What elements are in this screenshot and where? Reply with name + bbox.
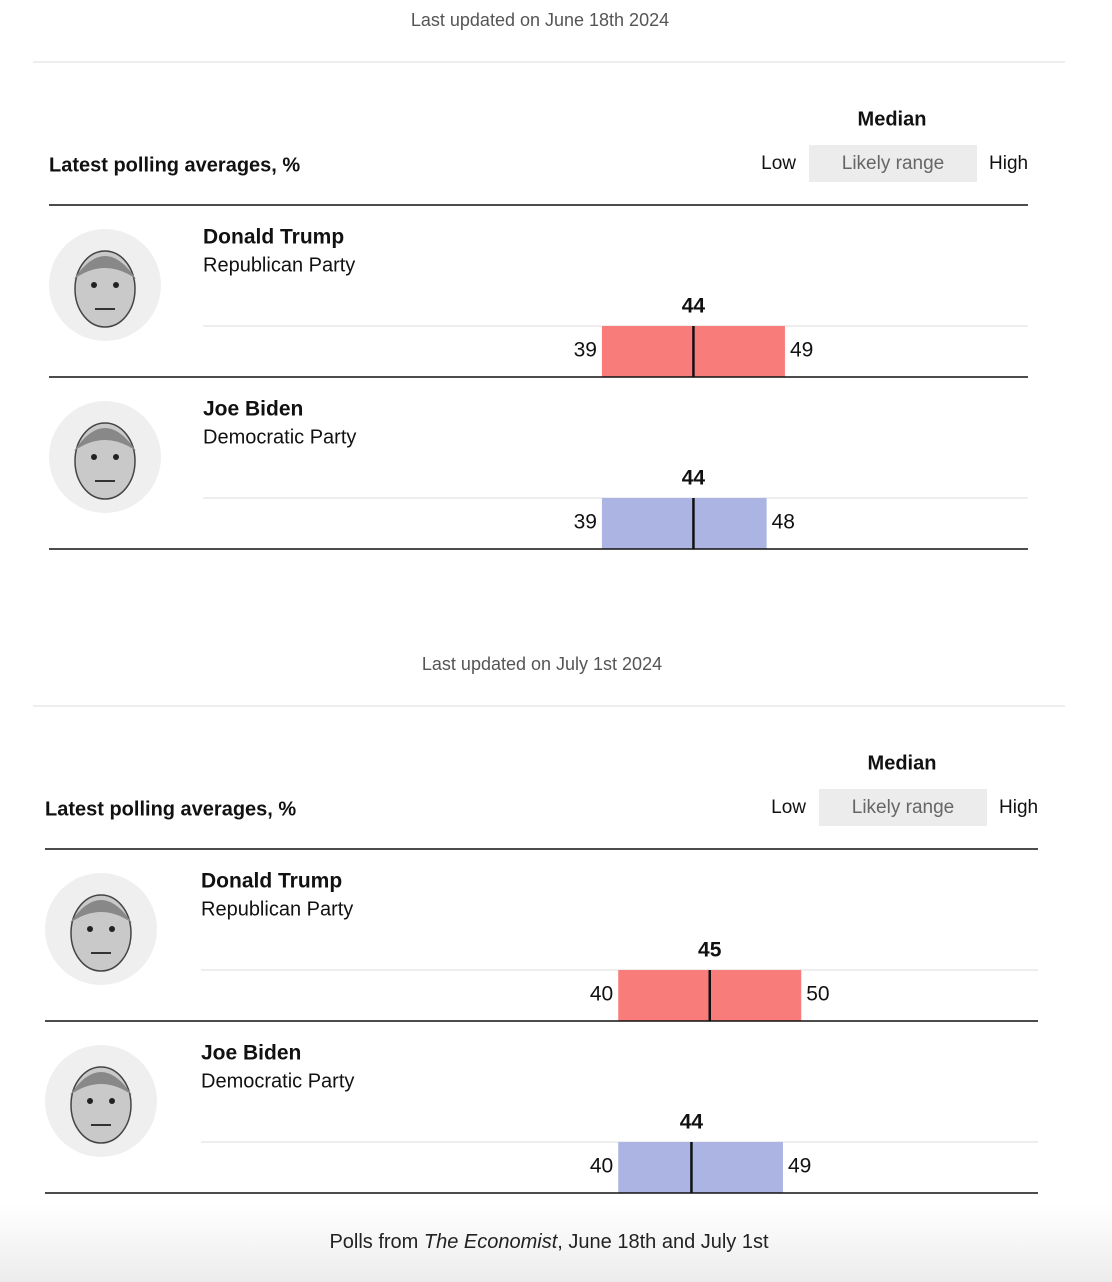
caption-lead: Polls from — [329, 1231, 423, 1253]
candidate-name: Joe Biden — [203, 398, 303, 421]
party-name: Democratic Party — [203, 426, 356, 448]
portrait-hair — [74, 428, 136, 451]
low-label: 39 — [574, 511, 597, 534]
portrait-eye — [87, 926, 93, 932]
legend-median: Median — [858, 108, 927, 130]
caption-source: The Economist — [424, 1231, 559, 1253]
range-bar — [618, 1142, 783, 1193]
portrait-eye — [91, 282, 97, 288]
range-bar — [601, 498, 767, 549]
legend-range: Likely range — [852, 797, 954, 818]
party-name: Republican Party — [203, 254, 355, 276]
legend-high: High — [989, 153, 1028, 174]
median-label: 45 — [698, 939, 722, 962]
last-updated: Last updated on June 18th 2024 — [411, 10, 669, 30]
legend-range: Likely range — [842, 153, 944, 174]
caption: Polls from The Economist, June 18th and … — [329, 1231, 769, 1253]
portrait-eye — [109, 926, 115, 932]
legend-low: Low — [771, 797, 806, 818]
median-label: 44 — [682, 467, 706, 490]
median-label: 44 — [682, 295, 706, 318]
legend-low: Low — [761, 153, 796, 174]
low-label: 40 — [590, 1155, 613, 1178]
candidate-name: Donald Trump — [201, 870, 342, 893]
legend-median: Median — [868, 752, 937, 774]
portrait-eye — [91, 454, 97, 460]
chart-title: Latest polling averages, % — [45, 798, 296, 820]
high-label: 48 — [772, 511, 795, 534]
low-label: 39 — [574, 339, 597, 362]
high-label: 49 — [790, 339, 813, 362]
portrait-eye — [109, 1098, 115, 1104]
footer-bg — [0, 1205, 1112, 1282]
portrait-hair — [74, 256, 136, 279]
portrait-hair — [70, 900, 132, 923]
legend-range-box — [819, 789, 987, 826]
portrait-eye — [113, 282, 119, 288]
legend-range-box — [809, 145, 977, 182]
legend-high: High — [999, 797, 1038, 818]
low-label: 40 — [590, 983, 613, 1006]
party-name: Republican Party — [201, 898, 353, 920]
high-label: 50 — [806, 983, 829, 1006]
party-name: Democratic Party — [201, 1070, 354, 1092]
portrait-eye — [87, 1098, 93, 1104]
high-label: 49 — [788, 1155, 811, 1178]
portrait-eye — [113, 454, 119, 460]
portrait-hair — [70, 1072, 132, 1095]
caption-tail: , June 18th and July 1st — [557, 1231, 769, 1253]
last-updated: Last updated on July 1st 2024 — [422, 654, 662, 674]
chart-title: Latest polling averages, % — [49, 154, 300, 176]
median-label: 44 — [680, 1111, 704, 1134]
candidate-name: Joe Biden — [201, 1042, 301, 1065]
candidate-name: Donald Trump — [203, 226, 344, 249]
